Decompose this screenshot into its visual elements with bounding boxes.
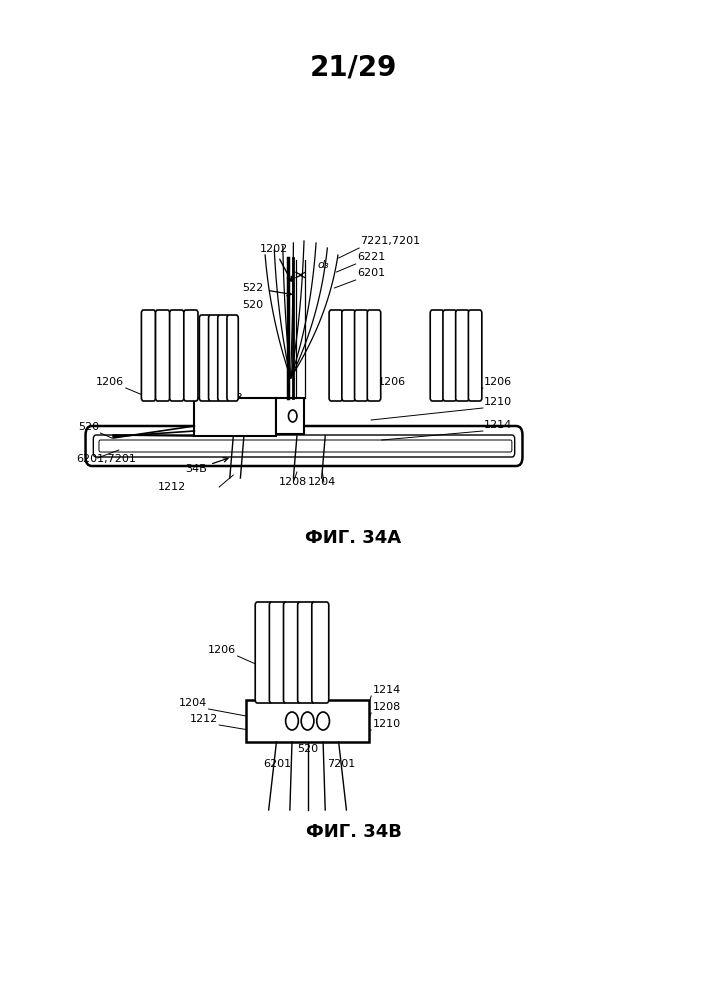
- Text: 1212: 1212: [158, 482, 186, 492]
- Text: 6201: 6201: [357, 268, 385, 278]
- Circle shape: [317, 712, 329, 730]
- Text: 1206: 1206: [95, 377, 124, 387]
- Circle shape: [288, 410, 297, 422]
- FancyBboxPatch shape: [368, 310, 380, 401]
- FancyBboxPatch shape: [141, 310, 156, 401]
- FancyBboxPatch shape: [156, 310, 170, 401]
- Text: 1208: 1208: [373, 702, 401, 712]
- Text: 520: 520: [78, 422, 99, 432]
- Text: 34B: 34B: [185, 458, 228, 474]
- FancyBboxPatch shape: [284, 602, 300, 703]
- Text: 1214: 1214: [373, 685, 401, 695]
- Text: 7201: 7201: [327, 759, 356, 769]
- Text: 1206: 1206: [484, 377, 513, 387]
- FancyBboxPatch shape: [209, 315, 220, 401]
- FancyBboxPatch shape: [227, 315, 238, 401]
- FancyBboxPatch shape: [455, 310, 469, 401]
- FancyBboxPatch shape: [329, 310, 342, 401]
- Text: 21/29: 21/29: [310, 54, 397, 82]
- Text: 1206: 1206: [378, 377, 407, 387]
- Bar: [194, 398, 276, 436]
- Text: 1204: 1204: [179, 698, 207, 708]
- FancyBboxPatch shape: [199, 315, 211, 401]
- Text: 1202: 1202: [260, 244, 291, 281]
- Text: 1206: 1206: [208, 645, 236, 655]
- FancyBboxPatch shape: [269, 602, 286, 703]
- Text: d₃: d₃: [317, 260, 329, 270]
- Text: 522: 522: [243, 283, 291, 296]
- Text: ФИГ. 34В: ФИГ. 34В: [305, 823, 402, 841]
- Text: 1214: 1214: [484, 420, 513, 430]
- Circle shape: [286, 712, 298, 730]
- FancyBboxPatch shape: [312, 602, 329, 703]
- FancyBboxPatch shape: [170, 310, 184, 401]
- Bar: [246, 700, 369, 742]
- FancyBboxPatch shape: [341, 310, 355, 401]
- FancyBboxPatch shape: [468, 310, 482, 401]
- Text: 1212: 1212: [189, 714, 218, 724]
- Circle shape: [301, 712, 314, 730]
- FancyBboxPatch shape: [443, 310, 457, 401]
- FancyBboxPatch shape: [86, 426, 522, 466]
- FancyBboxPatch shape: [430, 310, 444, 401]
- Text: 34B: 34B: [221, 393, 270, 406]
- Text: 6201,7201: 6201,7201: [76, 454, 136, 464]
- Text: 1210: 1210: [484, 397, 513, 407]
- Text: ФИГ. 34А: ФИГ. 34А: [305, 529, 402, 547]
- FancyBboxPatch shape: [298, 602, 315, 703]
- FancyBboxPatch shape: [255, 602, 272, 703]
- Text: 1210: 1210: [373, 719, 401, 729]
- FancyBboxPatch shape: [184, 310, 198, 401]
- Text: 6201: 6201: [263, 759, 291, 769]
- Text: 520: 520: [243, 300, 264, 310]
- FancyBboxPatch shape: [218, 315, 229, 401]
- Text: 6221: 6221: [357, 252, 385, 262]
- FancyBboxPatch shape: [355, 310, 368, 401]
- Bar: [276, 398, 304, 434]
- Text: 7221,7201: 7221,7201: [361, 236, 421, 246]
- Text: 520: 520: [297, 744, 318, 754]
- Text: 1204: 1204: [308, 477, 336, 487]
- Text: 1208: 1208: [279, 477, 308, 487]
